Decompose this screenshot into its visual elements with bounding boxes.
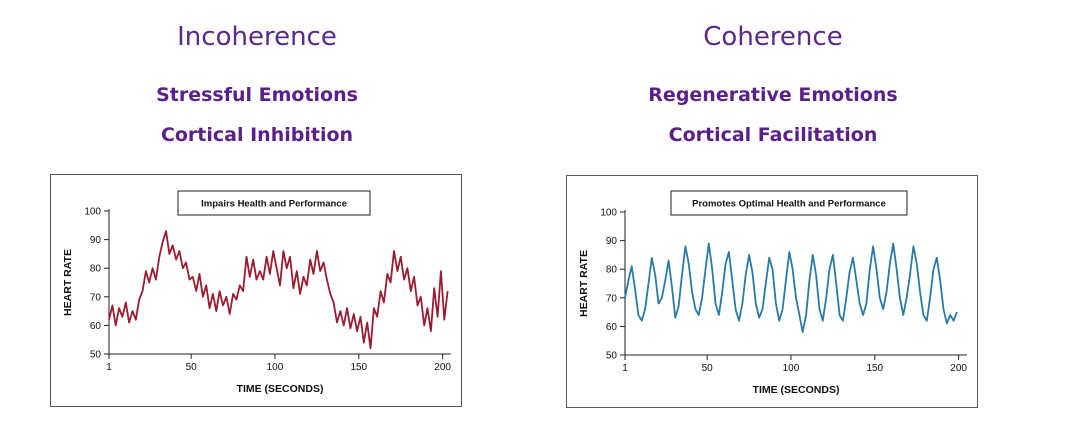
y-tick-label: 60 [90, 321, 102, 332]
incoherence-chart-panel: 50 60 70 80 90 100 1 50 100 150 200 TIME (SECONDS) H… [50, 174, 462, 407]
y-tick-label: 70 [90, 292, 102, 303]
y-tick-label: 60 [606, 322, 618, 333]
y-tick-label: 100 [600, 208, 617, 219]
y-tick-label: 90 [90, 235, 102, 246]
y-tick-label: 50 [90, 350, 102, 361]
x-tick-label: 200 [434, 362, 451, 373]
x-tick-label: 1 [106, 362, 112, 373]
incoherence-subtitle-1: Stressful Emotions [156, 84, 358, 106]
x-tick-label: 150 [866, 363, 883, 374]
chart-title: Impairs Health and Performance [201, 199, 347, 210]
y-tick-label: 70 [606, 293, 618, 304]
x-tick-label: 50 [702, 363, 714, 374]
heart-rate-series-line [108, 230, 449, 350]
y-tick-label: 80 [90, 264, 102, 275]
x-axis-label: TIME (SECONDS) [237, 383, 324, 395]
x-tick-label: 200 [950, 363, 967, 374]
heart-rate-series-line [624, 242, 958, 334]
y-axis-label: HEART RATE [578, 250, 590, 317]
incoherence-subtitle-2: Cortical Inhibition [160, 124, 354, 146]
x-axis-label: TIME (SECONDS) [753, 384, 840, 396]
chart-title-box [670, 190, 908, 216]
y-tick-label: 100 [84, 207, 101, 218]
x-tick-label: 150 [350, 362, 367, 373]
y-tick-label: 80 [606, 265, 618, 276]
coherence-heading: Coherence [703, 22, 843, 52]
x-tick-label: 50 [186, 362, 198, 373]
incoherence-heading: Incoherence [177, 22, 337, 52]
x-tick-label: 100 [783, 363, 800, 374]
y-tick-label: 50 [606, 351, 618, 362]
y-axis-label: HEART RATE [62, 249, 74, 316]
y-tick-label: 90 [606, 236, 618, 247]
chart-title: Promotes Optimal Health and Performance [692, 199, 886, 210]
coherence-subtitle-1: Regenerative Emotions [648, 84, 898, 106]
x-tick-label: 1 [622, 363, 628, 374]
coherence-subtitle-2: Cortical Facilitation [668, 124, 878, 146]
chart-title-box [177, 190, 371, 216]
x-tick-label: 100 [267, 362, 284, 373]
coherence-chart-panel: 50 60 70 80 90 100 1 50 100 150 200 TIME (SECONDS) H… [566, 175, 978, 408]
